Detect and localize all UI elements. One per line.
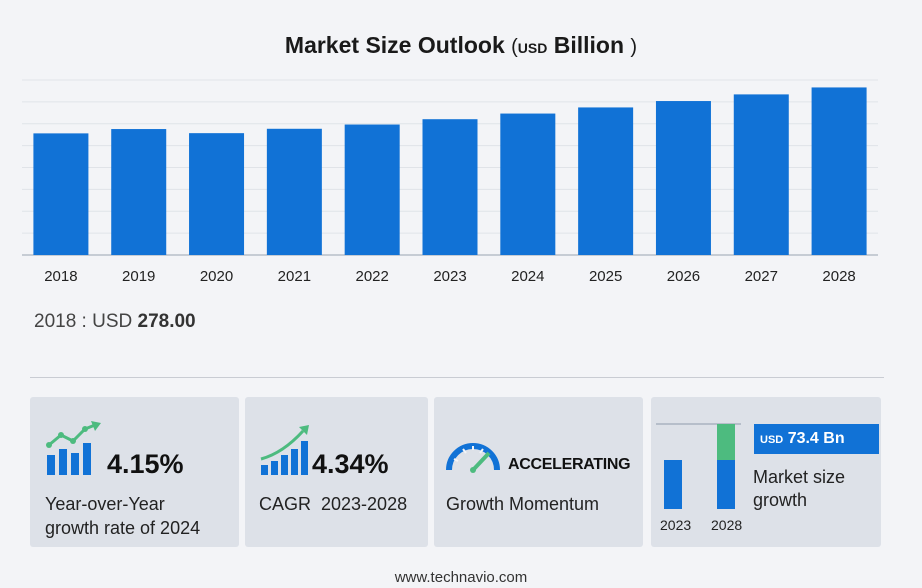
chart-title-main: Market Size Outlook xyxy=(284,32,505,58)
bar-2022 xyxy=(344,124,400,255)
bar-2021 xyxy=(266,128,322,255)
rising-bars-icon xyxy=(260,425,309,475)
growth-value-badge: USD 73.4 Bn xyxy=(754,424,879,454)
x-tick-label: 2022 xyxy=(355,268,388,285)
bar-2028 xyxy=(811,87,867,255)
growth-unit: USD xyxy=(760,434,784,446)
bar-2020 xyxy=(189,133,245,255)
growth-card: 2023 2028 USD 73.4 Bn Market size growth xyxy=(651,397,881,547)
yoy-label-line1: Year-over-Year xyxy=(45,494,165,514)
x-tick-label: 2019 xyxy=(122,268,155,285)
bar-2019 xyxy=(111,129,167,255)
bar-2026 xyxy=(655,101,711,255)
x-tick-label: 2024 xyxy=(511,268,544,285)
bar-chart: 2018 2019 2020 2021 2022 2023 2024 2025 2026 2027… xyxy=(22,79,878,285)
yoy-card: 4.15% Year-over-Year growth rate of 2024 xyxy=(30,397,239,547)
growth-label-line2: growth xyxy=(753,490,808,510)
base-year-amount: 278.00 xyxy=(137,311,196,332)
title-close-paren: ) xyxy=(630,36,638,58)
yoy-value: 4.15% xyxy=(107,449,184,479)
speedometer-icon xyxy=(446,443,500,473)
bar-2027 xyxy=(733,94,789,255)
x-tick-label: 2026 xyxy=(667,268,700,285)
bar-growth-icon xyxy=(46,421,101,475)
momentum-label: Growth Momentum xyxy=(446,494,600,514)
growth-mini-chart: 2023 2028 xyxy=(656,423,742,533)
section-divider xyxy=(30,377,884,378)
cagr-card: 4.34% CAGR 2023-2028 xyxy=(245,397,428,547)
base-year-value: 2018 : USD 278.00 xyxy=(34,311,196,333)
bar-2023 xyxy=(422,119,478,255)
base-year-prefix: 2018 : USD xyxy=(34,311,133,332)
growth-label-line1: Market size xyxy=(753,467,846,487)
growth-bar-2028-base xyxy=(717,460,735,509)
x-tick-label: 2025 xyxy=(589,268,622,285)
momentum-value: ACCELERATING xyxy=(508,456,631,473)
bar-2024 xyxy=(500,113,556,256)
chart-title: Market Size Outlook (USD Billion ) xyxy=(0,32,922,59)
bar-2018 xyxy=(33,133,89,255)
title-unit: USD xyxy=(517,40,548,56)
footer-source-link[interactable]: www.technavio.com xyxy=(394,569,528,586)
title-scale: Billion xyxy=(553,32,625,58)
title-open-paren: ( xyxy=(511,36,518,58)
growth-value: 73.4 Bn xyxy=(787,430,845,447)
growth-bar-2023 xyxy=(664,460,682,509)
bar-2025 xyxy=(578,107,634,256)
x-tick-label: 2021 xyxy=(278,268,311,285)
x-tick-label: 2023 xyxy=(433,268,466,285)
growth-year-start: 2023 xyxy=(660,517,691,533)
yoy-label-line2: growth rate of 2024 xyxy=(45,518,201,538)
growth-bar-2028-increase xyxy=(717,424,735,460)
cagr-value: 4.34% xyxy=(312,449,389,479)
momentum-card: ACCELERATING Growth Momentum xyxy=(434,397,643,547)
x-tick-label: 2020 xyxy=(200,268,233,285)
cagr-label: CAGR 2023-2028 xyxy=(259,494,408,514)
x-tick-label: 2027 xyxy=(745,268,778,285)
x-tick-label: 2018 xyxy=(44,268,77,285)
x-tick-label: 2028 xyxy=(822,268,855,285)
growth-year-end: 2028 xyxy=(711,517,742,533)
